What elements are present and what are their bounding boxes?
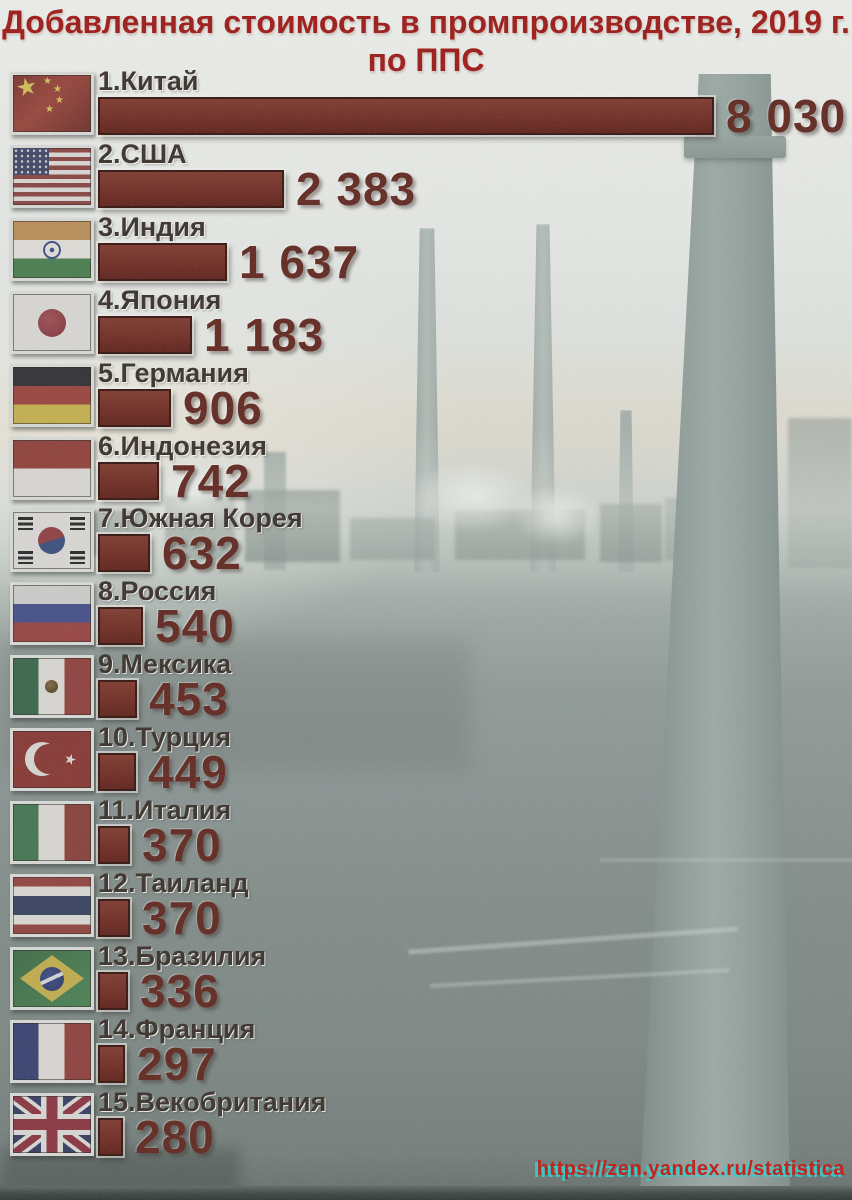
country-label: 4.Япония [98, 285, 222, 315]
country-row: ★ 10.Турция 449 [10, 722, 846, 799]
value-label: 1 183 [204, 309, 325, 361]
value-bar [98, 170, 284, 208]
value-bar [98, 534, 150, 572]
mexico-flag-icon [10, 655, 94, 718]
value-label: 540 [155, 600, 235, 652]
value-bar [98, 753, 136, 791]
value-bar [98, 607, 143, 645]
country-label: 2.США [98, 139, 187, 169]
value-label: 906 [183, 382, 263, 434]
bar-line: 297 [98, 1038, 217, 1090]
china-flag-icon: ★ ★ ★ ★ ★ [10, 72, 94, 135]
bar-line: 2 383 [98, 163, 417, 215]
country-label: 3.Индия [98, 212, 206, 242]
source-link[interactable]: https://zen.yandex.ru/statistica [536, 1158, 845, 1180]
value-bar [98, 1118, 123, 1156]
country-row: 14.Франция 297 [10, 1014, 846, 1091]
uk-flag-icon [10, 1093, 94, 1156]
value-bar [98, 389, 171, 427]
value-label: 742 [171, 455, 251, 507]
value-label: 297 [137, 1038, 217, 1090]
value-label: 336 [140, 965, 220, 1017]
bar-line: 370 [98, 892, 222, 944]
value-bar [98, 826, 130, 864]
country-row: 8.Россия 540 [10, 576, 846, 653]
bar-line: 1 637 [98, 236, 360, 288]
bar-line: 632 [98, 527, 242, 579]
value-bar [98, 1045, 125, 1083]
thailand-flag-icon [10, 874, 94, 937]
country-row: 13.Бразилия 336 [10, 941, 846, 1018]
bar-line: 1 183 [98, 309, 325, 361]
india-flag-icon [10, 218, 94, 281]
value-bar [98, 899, 130, 937]
value-label: 2 383 [296, 163, 417, 215]
value-bar [98, 316, 192, 354]
usa-flag-icon [10, 145, 94, 208]
value-bar [98, 462, 159, 500]
country-label: 1.Китай [98, 66, 199, 96]
bar-line: 540 [98, 600, 235, 652]
brazil-flag-icon [10, 947, 94, 1010]
bar-line: 336 [98, 965, 220, 1017]
country-row: 6.Индонезия 742 [10, 431, 846, 508]
value-bar [98, 680, 137, 718]
russia-flag-icon [10, 582, 94, 645]
value-label: 8 030 [726, 90, 847, 142]
value-label: 370 [142, 819, 222, 871]
france-flag-icon [10, 1020, 94, 1083]
indonesia-flag-icon [10, 437, 94, 500]
value-label: 453 [149, 673, 229, 725]
country-row: 7.Южная Корея 632 [10, 503, 846, 580]
bar-line: 449 [98, 746, 228, 798]
value-label: 280 [135, 1111, 215, 1163]
bar-line: 370 [98, 819, 222, 871]
value-label: 632 [162, 527, 242, 579]
bar-line: 906 [98, 382, 263, 434]
italy-flag-icon [10, 801, 94, 864]
country-row: 15.Векобритания 280 [10, 1087, 846, 1164]
value-bar [98, 243, 227, 281]
value-bar [98, 97, 714, 135]
bar-line: 280 [98, 1111, 215, 1163]
bar-line: 742 [98, 455, 251, 507]
country-row: 2.США 2 383 [10, 139, 846, 216]
south-korea-flag-icon [10, 509, 94, 572]
country-row: 5.Германия 906 [10, 358, 846, 435]
value-label: 1 637 [239, 236, 360, 288]
bar-line: 453 [98, 673, 229, 725]
country-row: 3.Индия 1 637 [10, 212, 846, 289]
value-label: 370 [142, 892, 222, 944]
country-row: 4.Япония 1 183 [10, 285, 846, 362]
country-row: 12.Таиланд 370 [10, 868, 846, 945]
bar-line: 8 030 [98, 90, 847, 142]
country-row: 9.Мексика 453 [10, 649, 846, 726]
turkey-flag-icon: ★ [10, 728, 94, 791]
germany-flag-icon [10, 364, 94, 427]
country-row: 11.Италия 370 [10, 795, 846, 872]
value-label: 449 [148, 746, 228, 798]
japan-flag-icon [10, 291, 94, 354]
value-bar [98, 972, 128, 1010]
country-row: ★ ★ ★ ★ ★ 1.Китай 8 030 [10, 66, 847, 143]
